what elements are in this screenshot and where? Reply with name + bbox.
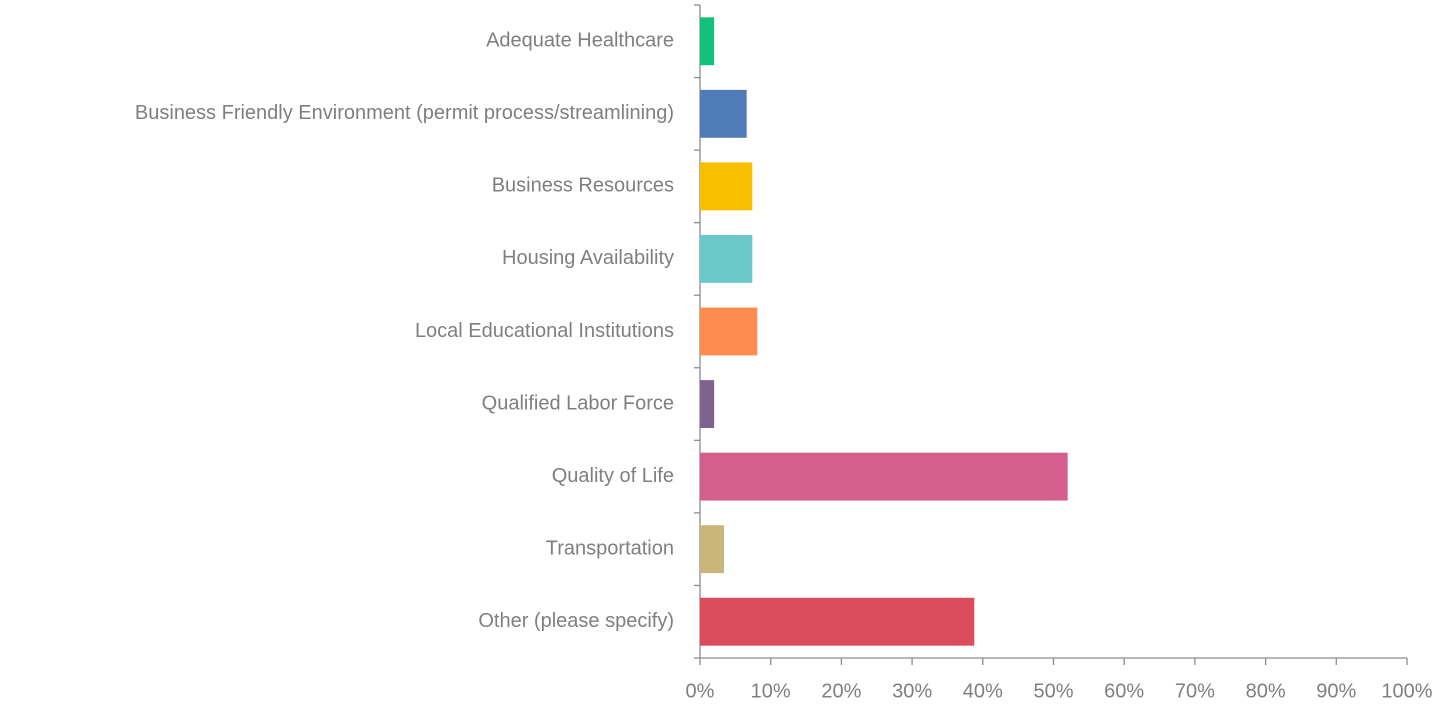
y-tick-label: Adequate Healthcare xyxy=(486,30,674,52)
x-tick-label: 70% xyxy=(1175,680,1215,702)
bar xyxy=(700,525,725,574)
y-tick-label: Other (please specify) xyxy=(478,610,674,632)
bar xyxy=(700,380,715,428)
x-tick-label: 60% xyxy=(1104,680,1144,702)
x-tick-label: 90% xyxy=(1316,680,1356,702)
y-tick-label: Qualified Labor Force xyxy=(482,392,674,414)
x-tick-label: 30% xyxy=(892,680,932,702)
y-tick-label: Business Resources xyxy=(492,175,674,197)
x-tick-label: 20% xyxy=(821,680,861,702)
x-tick-label: 10% xyxy=(751,680,791,702)
bar xyxy=(700,162,753,211)
bar xyxy=(700,452,1068,501)
x-tick-label: 40% xyxy=(963,680,1003,702)
bar xyxy=(700,235,753,283)
y-tick-label: Transportation xyxy=(546,537,674,559)
bar xyxy=(700,597,975,646)
y-tick-label: Business Friendly Environment (permit pr… xyxy=(135,102,674,124)
bar xyxy=(700,307,758,356)
x-tick-label: 0% xyxy=(686,680,715,702)
x-tick-label: 50% xyxy=(1033,680,1073,702)
x-tick-label: 100% xyxy=(1381,680,1432,702)
y-tick-label: Quality of Life xyxy=(552,465,674,487)
y-tick-label: Housing Availability xyxy=(502,247,674,269)
bar xyxy=(700,89,747,138)
x-tick-label: 80% xyxy=(1246,680,1286,702)
y-tick-label: Local Educational Institutions xyxy=(415,320,674,342)
bar xyxy=(700,17,715,66)
